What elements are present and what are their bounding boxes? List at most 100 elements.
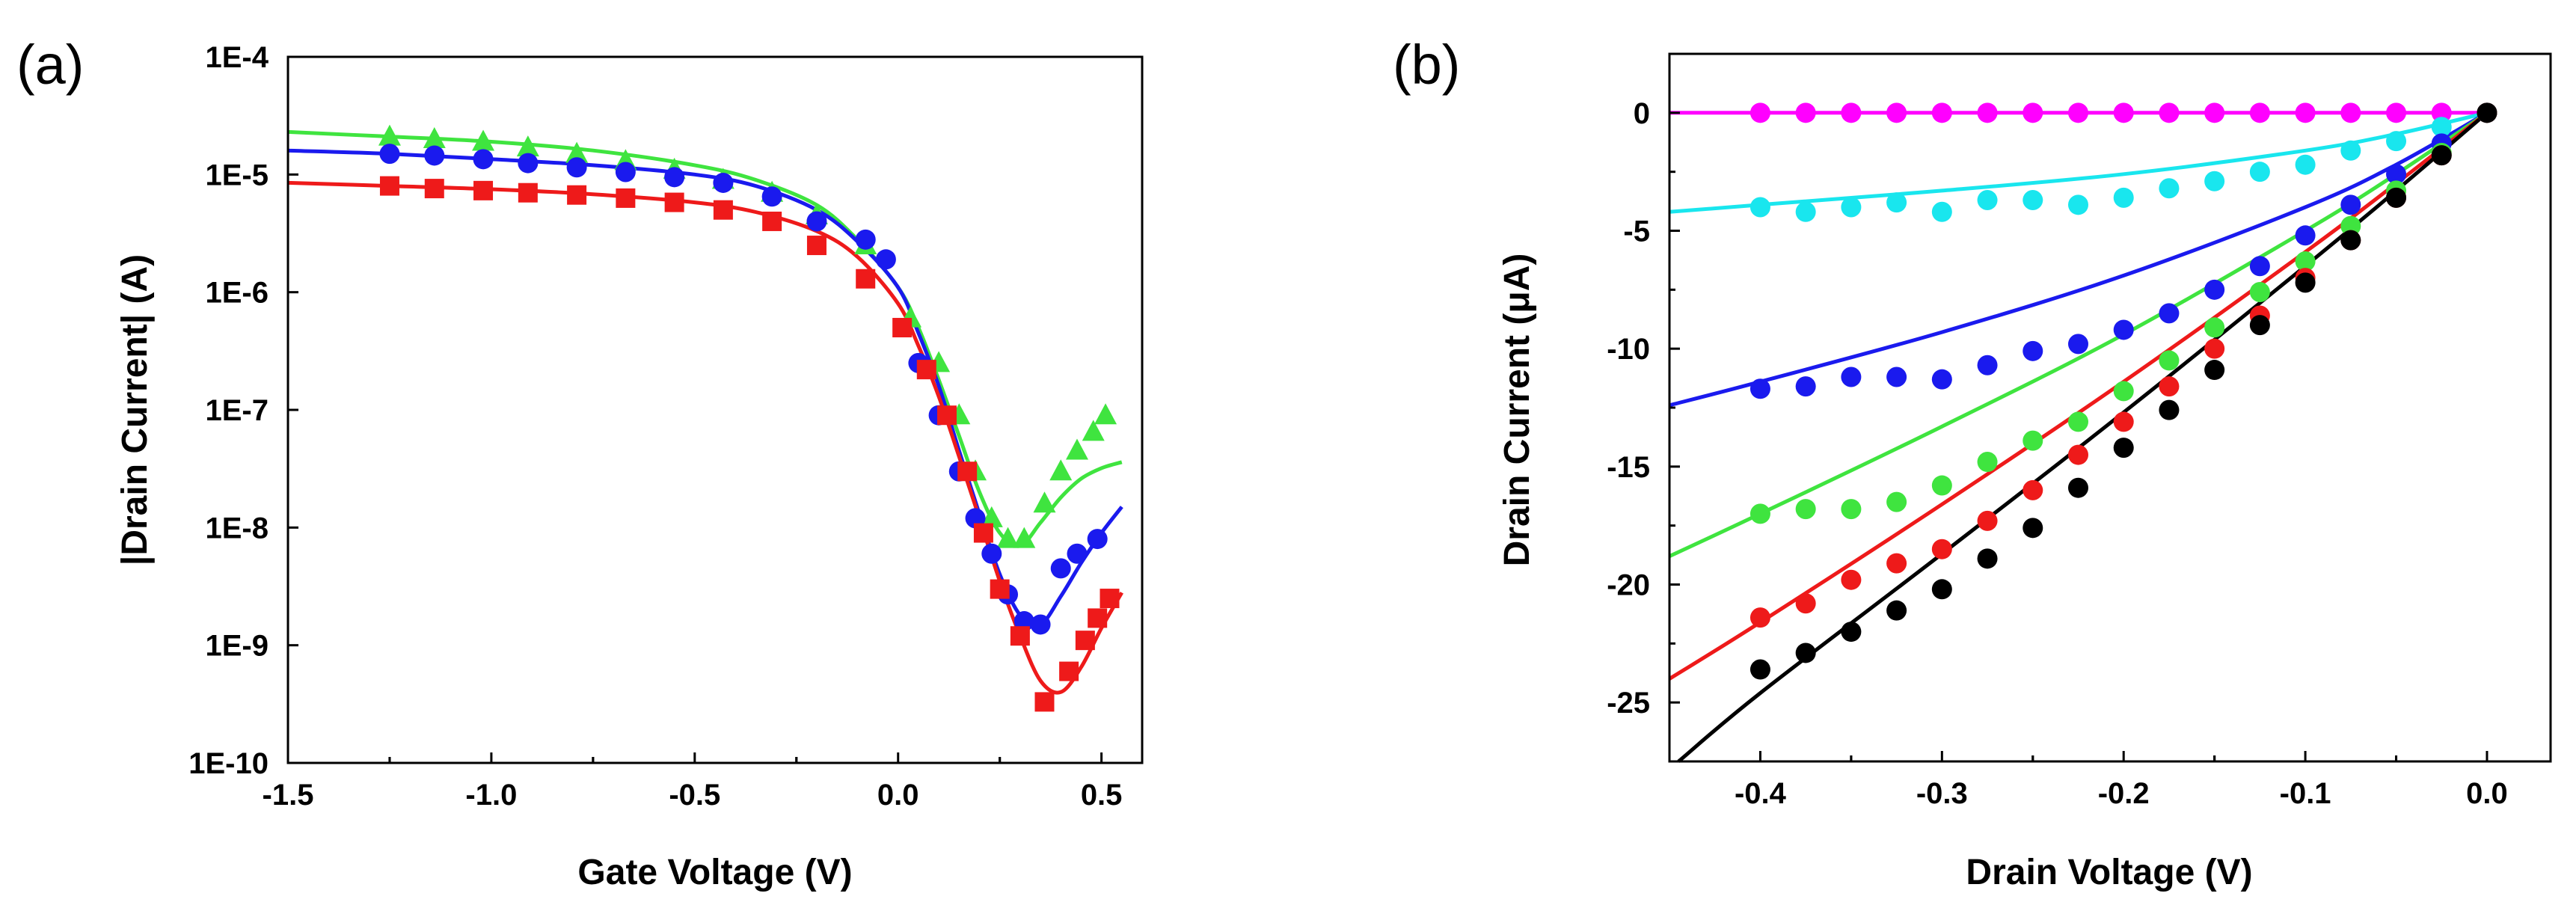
data-point-series-2	[806, 211, 827, 232]
x-tick-label: -0.3	[1916, 777, 1968, 810]
data-point-series-3	[1088, 608, 1108, 628]
data-point-series-1	[1033, 491, 1056, 513]
data-point-series-1	[1841, 102, 1862, 123]
y-tick-label: -5	[1623, 215, 1650, 248]
data-point-series-3	[1010, 626, 1030, 646]
data-point-series-3	[2249, 256, 2270, 277]
data-point-series-2	[566, 157, 587, 178]
data-point-series-4	[2204, 317, 2225, 338]
data-point-series-3	[990, 579, 1010, 599]
data-point-series-1	[1065, 438, 1088, 460]
data-point-series-2	[1795, 201, 1816, 222]
data-point-series-1	[1094, 403, 1117, 425]
fit-curve-3	[287, 180, 1123, 695]
panel-b-y-axis-title: Drain Current (μA)	[1497, 254, 1537, 567]
panel-a-y-ticks: 1E-10 1E-9 1E-8 1E-7 1E-6 1E-5 1E-4	[188, 41, 298, 780]
data-point-series-5	[2204, 338, 2225, 359]
data-point-series-2	[473, 149, 494, 170]
data-point-series-3	[2113, 319, 2134, 340]
data-point-series-5	[2113, 411, 2134, 432]
data-point-series-2	[2113, 187, 2134, 208]
data-point-series-3	[1977, 355, 1998, 375]
data-point-series-2	[761, 186, 782, 207]
data-point-series-1	[472, 129, 495, 151]
data-point-series-3	[957, 461, 978, 482]
panel-b-y-ticks: 0 -5 -10 -15 -20 -25	[1607, 52, 1680, 763]
data-point-series-2	[1886, 192, 1907, 213]
data-point-series-4	[1795, 499, 1816, 520]
y-tick-label: 1E-8	[206, 512, 269, 545]
data-point-series-3	[916, 360, 936, 380]
data-point-series-2	[518, 153, 539, 174]
data-point-series-2	[1050, 558, 1071, 579]
data-point-series-1	[2340, 102, 2361, 123]
data-point-series-6	[1841, 622, 1862, 642]
data-point-series-1	[1977, 102, 1998, 123]
panel-a: (a) -1.5 -1.0 -0.5 0.0 0.5 1E-10 1E-9 1E-8 1E-7…	[16, 34, 1144, 892]
data-point-series-1	[378, 124, 401, 146]
y-tick-label: 1E-9	[206, 630, 269, 663]
x-tick-label: -0.2	[2098, 777, 2150, 810]
data-point-series-6	[1886, 600, 1907, 621]
data-point-series-3	[1059, 661, 1079, 681]
data-point-series-6	[2386, 187, 2407, 208]
data-point-series-3	[616, 188, 636, 208]
y-tick-label: -10	[1607, 333, 1650, 366]
data-point-series-5	[2067, 444, 2088, 465]
data-point-series-2	[424, 145, 445, 166]
data-point-series-4	[2340, 215, 2361, 236]
x-tick-label: 0.5	[1081, 779, 1123, 812]
data-point-series-4	[1886, 491, 1907, 512]
data-point-series-4	[2249, 281, 2270, 302]
data-point-series-3	[567, 185, 587, 205]
data-point-series-3	[424, 179, 444, 199]
data-point-series-2	[981, 543, 1002, 564]
data-point-series-3	[973, 523, 993, 543]
data-point-series-3	[1075, 631, 1095, 651]
data-point-series-4	[2067, 411, 2088, 432]
data-point-series-3	[2204, 279, 2225, 300]
data-point-series-4	[1931, 475, 1952, 496]
panel-a-y-axis-title: |Drain Current| (A)	[115, 254, 155, 565]
data-point-series-6	[2113, 438, 2134, 458]
data-point-series-3	[1931, 369, 1952, 390]
data-point-series-1	[1013, 527, 1036, 548]
data-point-series-6	[1795, 642, 1816, 663]
data-point-series-1	[980, 506, 1003, 527]
data-point-series-3	[2159, 303, 2180, 324]
data-point-series-6	[1977, 548, 1998, 569]
data-point-series-6	[2249, 315, 2270, 336]
data-point-series-6	[2295, 272, 2316, 293]
data-point-series-3	[473, 180, 494, 200]
data-point-series-4	[2113, 381, 2134, 402]
y-tick-label: 1E-10	[188, 747, 269, 780]
panel-a-x-ticks: -1.5 -1.0 -0.5 0.0 0.5	[263, 752, 1123, 812]
data-point-series-1	[2067, 102, 2088, 123]
data-point-series-2	[1931, 201, 1952, 222]
data-point-series-2	[2023, 190, 2043, 211]
data-point-series-3	[1795, 376, 1816, 397]
data-point-series-2	[2067, 194, 2088, 215]
data-point-series-1	[996, 527, 1019, 548]
panel-b: (b) -0.4 -0.3 -0.2 -0.1 0.0 0-5-10-15-20-25 …	[1393, 34, 2552, 892]
data-point-series-1	[1795, 102, 1816, 123]
data-point-series-1	[1931, 102, 1952, 123]
data-point-series-3	[1034, 692, 1055, 712]
data-point-series-3	[518, 183, 538, 203]
data-point-series-2	[2204, 171, 2225, 191]
panel-b-label: (b)	[1393, 34, 1460, 96]
data-point-series-6	[1931, 579, 1952, 600]
data-point-series-3	[2295, 225, 2316, 246]
data-point-series-3	[892, 318, 913, 338]
data-point-series-4	[1841, 499, 1862, 520]
panel-a-fit-curves	[287, 129, 1123, 695]
data-point-series-3	[806, 236, 827, 256]
data-point-series-1	[516, 135, 539, 157]
data-point-series-2	[2159, 178, 2180, 199]
x-tick-label: 0.0	[2466, 777, 2508, 810]
panel-a-plot-frame	[286, 55, 1144, 764]
data-point-series-3	[856, 269, 876, 289]
data-point-series-1	[1886, 102, 1907, 123]
data-point-series-2	[615, 162, 636, 183]
data-point-series-3	[2340, 194, 2361, 215]
